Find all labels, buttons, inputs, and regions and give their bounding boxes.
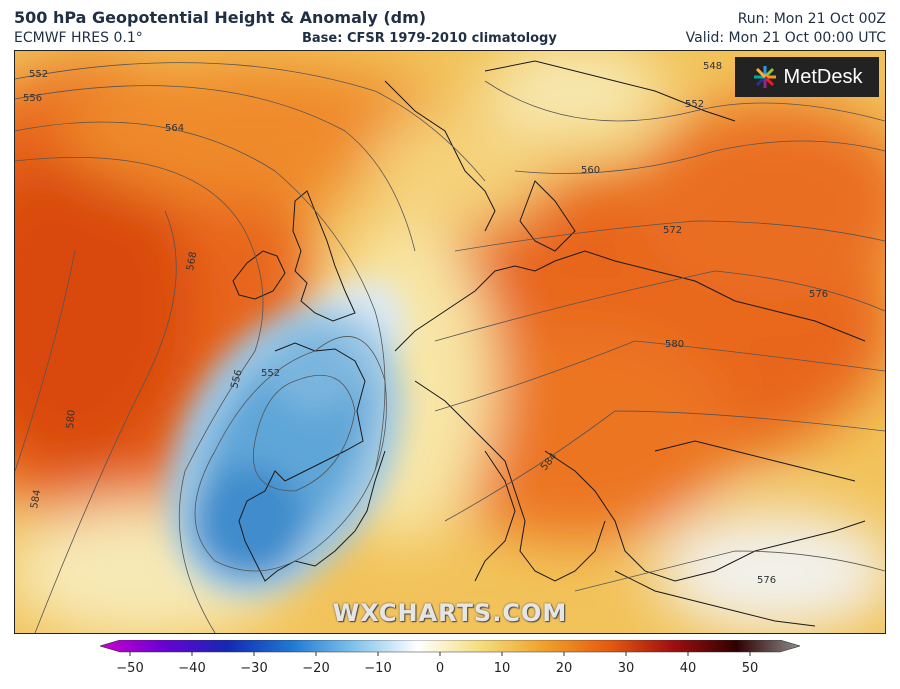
height-contours (15, 62, 885, 633)
colorbar-tick-label: 0 (436, 661, 444, 676)
colorbar-tick-label: 20 (556, 661, 573, 676)
colorbar-tick-label: −30 (240, 661, 267, 676)
contour-label: 552 (29, 69, 48, 80)
contour-label: 564 (165, 123, 184, 134)
colorbar-tick-label: 40 (680, 661, 697, 676)
starburst-icon (753, 66, 776, 88)
watermark: WXCHARTS.COM (332, 599, 568, 627)
logo-text: MetDesk (783, 65, 863, 88)
anomaly-colorbar: −50 −40 −30 −20 −10 0 10 20 30 40 50 (100, 640, 800, 676)
contour-label: 584 (29, 489, 43, 510)
colorbar-strip (100, 640, 800, 653)
contour-label: 552 (261, 368, 280, 379)
anomaly-map-canvas: 552 556 564 568 580 584 556 552 548 552 … (15, 51, 885, 633)
run-time-label: Run: Mon 21 Oct 00Z (737, 11, 886, 27)
contour-label: 556 (229, 368, 245, 389)
contour-label: 580 (65, 409, 78, 429)
colorbar-ticks: −50 −40 −30 −20 −10 0 10 20 30 40 50 (116, 652, 758, 676)
colorbar-tick-label: 10 (494, 661, 511, 676)
contour-label: 572 (663, 225, 682, 236)
contour-label: 548 (703, 61, 722, 72)
chart-title: 500 hPa Geopotential Height & Anomaly (d… (14, 8, 427, 27)
coastlines (232, 60, 866, 627)
contour-label: 560 (581, 165, 600, 176)
colorbar-tick-label: 30 (618, 661, 635, 676)
colorbar-tick-label: −50 (116, 661, 143, 676)
metdesk-logo: MetDesk (735, 57, 879, 97)
weather-map: 552 556 564 568 580 584 556 552 548 552 … (14, 50, 886, 634)
contour-label: 568 (185, 251, 199, 272)
contour-label: 580 (665, 339, 684, 350)
contour-label: 576 (757, 575, 776, 586)
colorbar-tick-label: −40 (178, 661, 205, 676)
colorbar-tick-label: 50 (742, 661, 759, 676)
anomaly-field (15, 51, 885, 633)
contour-label: 556 (23, 93, 42, 104)
climatology-base-label: Base: CFSR 1979-2010 climatology (302, 31, 557, 46)
contour-label: 552 (685, 99, 704, 110)
valid-time-label: Valid: Mon 21 Oct 00:00 UTC (685, 30, 886, 46)
colorbar-tick-label: −20 (302, 661, 329, 676)
colorbar-tick-label: −10 (364, 661, 391, 676)
model-label: ECMWF HRES 0.1° (14, 30, 143, 46)
contour-label: 576 (809, 289, 828, 300)
